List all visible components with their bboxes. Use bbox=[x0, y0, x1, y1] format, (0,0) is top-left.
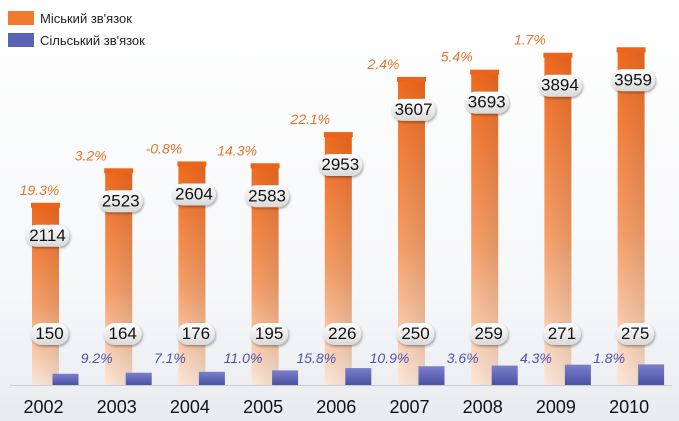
urban-growth-label: 14.3% bbox=[217, 142, 257, 158]
urban-growth-label: -0.8% bbox=[146, 140, 183, 156]
urban-value-label: 2114 bbox=[29, 226, 66, 245]
rural-value-pill bbox=[323, 323, 362, 345]
rural-value-label: 271 bbox=[548, 324, 576, 343]
urban-bar-cap bbox=[616, 47, 646, 53]
x-tick-label: 2008 bbox=[463, 397, 503, 417]
urban-bar-cap bbox=[104, 168, 134, 174]
urban-growth-label: 1.7% bbox=[514, 32, 546, 48]
rural-value-label: 226 bbox=[328, 324, 356, 343]
legend-label-urban: Міський зв'язок bbox=[40, 11, 132, 26]
rural-value-pill bbox=[103, 323, 142, 345]
urban-bar-cap bbox=[543, 52, 573, 58]
x-tick-label: 2006 bbox=[316, 397, 356, 417]
rural-growth-label: 3.6% bbox=[447, 350, 479, 366]
rural-growth-label: 4.3% bbox=[520, 350, 552, 366]
rural-value-pill bbox=[542, 323, 581, 345]
urban-growth-label: 5.4% bbox=[441, 49, 473, 65]
rural-value-pill bbox=[616, 323, 655, 345]
rural-bar bbox=[491, 365, 518, 385]
rural-growth-label: 1.8% bbox=[593, 350, 625, 366]
rural-growth-label: 15.8% bbox=[296, 350, 336, 366]
urban-bar-cap bbox=[470, 69, 500, 75]
x-tick-label: 2009 bbox=[536, 397, 576, 417]
urban-value-label: 2583 bbox=[248, 186, 286, 205]
urban-bar-cap bbox=[250, 163, 280, 169]
urban-value-label: 3959 bbox=[614, 70, 652, 89]
urban-bar-cap bbox=[177, 161, 207, 167]
urban-value-label: 2604 bbox=[175, 184, 213, 203]
rural-bar bbox=[272, 370, 299, 385]
rural-value-label: 275 bbox=[621, 324, 649, 343]
rural-bar bbox=[52, 373, 79, 385]
legend-label-rural: Сільський зв'язок bbox=[40, 33, 145, 48]
rural-value-label: 176 bbox=[182, 324, 210, 343]
rural-bar bbox=[564, 364, 591, 385]
rural-value-pill bbox=[469, 323, 508, 345]
rural-bar bbox=[345, 368, 372, 385]
urban-growth-label: 19.3% bbox=[20, 182, 60, 198]
legend-swatch-rural bbox=[8, 33, 34, 47]
urban-growth-label: 2.4% bbox=[367, 56, 400, 72]
urban-growth-label: 3.2% bbox=[75, 147, 107, 163]
rural-growth-label: 10.9% bbox=[370, 350, 410, 366]
urban-value-label: 3607 bbox=[395, 100, 433, 119]
x-tick-label: 2005 bbox=[243, 397, 283, 417]
urban-value-pill bbox=[171, 183, 216, 206]
rural-value-pill bbox=[396, 323, 435, 345]
legend-swatch-urban bbox=[8, 11, 34, 25]
rural-bar bbox=[638, 364, 665, 385]
rural-growth-label: 7.1% bbox=[154, 350, 186, 366]
urban-value-label: 2523 bbox=[102, 191, 140, 210]
rural-value-pill bbox=[176, 323, 215, 345]
rural-value-label: 150 bbox=[35, 324, 63, 343]
x-tick-label: 2004 bbox=[170, 397, 210, 417]
rural-bar bbox=[418, 366, 445, 385]
urban-bar-cap bbox=[397, 76, 426, 82]
x-tick-label: 2010 bbox=[609, 397, 649, 417]
urban-value-pill bbox=[245, 185, 290, 208]
rural-growth-label: 11.0% bbox=[224, 350, 263, 366]
rural-bar bbox=[125, 372, 152, 385]
urban-value-label: 3894 bbox=[541, 76, 579, 95]
urban-bar-cap bbox=[31, 202, 60, 208]
urban-value-pill bbox=[537, 74, 582, 97]
rural-bar bbox=[198, 371, 225, 385]
x-tick-label: 2002 bbox=[23, 397, 63, 417]
urban-value-label: 3693 bbox=[468, 93, 506, 112]
rural-value-pill bbox=[250, 323, 289, 345]
urban-value-label: 2953 bbox=[321, 155, 359, 174]
x-tick-label: 2007 bbox=[389, 397, 429, 417]
rural-value-label: 164 bbox=[109, 324, 137, 343]
urban-value-pill bbox=[611, 69, 656, 92]
urban-value-pill bbox=[98, 190, 143, 213]
rural-value-label: 259 bbox=[475, 324, 503, 343]
x-tick-label: 2003 bbox=[97, 397, 137, 417]
urban-growth-label: 22.1% bbox=[289, 111, 330, 127]
urban-value-pill bbox=[318, 154, 363, 177]
urban-value-pill bbox=[391, 98, 436, 121]
urban-bar-cap bbox=[323, 132, 353, 138]
urban-value-pill bbox=[25, 224, 70, 247]
rural-growth-label: 9.2% bbox=[81, 350, 113, 366]
urban-value-pill bbox=[464, 91, 509, 114]
rural-value-label: 195 bbox=[255, 324, 283, 343]
rural-value-pill bbox=[30, 323, 69, 345]
rural-value-label: 250 bbox=[401, 324, 429, 343]
